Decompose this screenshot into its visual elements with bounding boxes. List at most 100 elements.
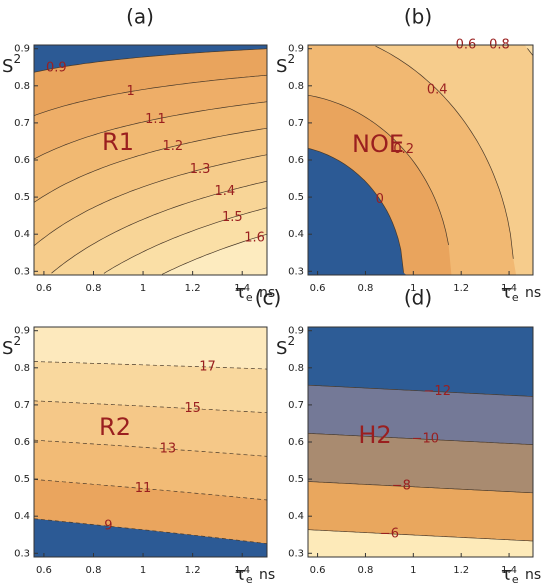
- contour-line: [33, 361, 268, 370]
- contour-line: [527, 48, 534, 56]
- x-label-sub: e: [512, 573, 519, 584]
- y-tick-label: 0.5: [14, 192, 30, 203]
- x-tick-label: 0.8: [86, 283, 102, 294]
- contour-label: 0.2: [393, 142, 414, 157]
- x-axis-label: τe: [235, 564, 253, 584]
- y-label-text: S: [276, 338, 287, 359]
- contour-label: 1.4: [215, 184, 236, 199]
- x-tick-label: 1.4: [501, 283, 517, 294]
- contour-line: [33, 439, 268, 457]
- contour-line: [375, 45, 514, 259]
- x-tick-label: 0.6: [310, 283, 326, 294]
- y-axis-label: S2: [2, 334, 21, 360]
- panel: 00.20.40.6 0.80.6 0.8 1 1.2 1.40.30.40.50.60.…: [276, 38, 541, 305]
- y-label-sup: 2: [13, 334, 21, 348]
- y-tick-label: 0.8: [14, 363, 30, 374]
- contour-label: 15: [184, 401, 201, 416]
- contour-line: [307, 432, 534, 445]
- x-tick-label: 0.8: [357, 283, 373, 294]
- panel-title: (a): [126, 5, 154, 29]
- x-tick-label: 0.6: [36, 283, 52, 294]
- y-tick-label: 0.9: [14, 326, 30, 337]
- contour-label: −6: [380, 526, 399, 541]
- y-tick-label: 0.7: [288, 400, 304, 411]
- x-axis-label: τe: [501, 282, 519, 304]
- contour-label: 1: [127, 84, 135, 99]
- y-tick-label: 0.3: [288, 266, 304, 277]
- panel-label: H2: [358, 421, 391, 449]
- y-tick-label: 0.8: [14, 81, 30, 92]
- contour-line: [33, 400, 268, 414]
- x-tick-label: 0.6: [310, 565, 326, 576]
- y-tick-label: 0.3: [14, 266, 30, 277]
- contour-label: 1.1: [145, 112, 166, 127]
- y-label-sup: 2: [287, 52, 295, 66]
- contour-line: [33, 74, 268, 117]
- contour-label: −10: [412, 432, 439, 447]
- y-tick-label: 0.7: [14, 400, 30, 411]
- panel: 0.9 1 1.1 1.2 1.3 1.4 1.51.6 0.6 0.8 1 1.2 1.4 0.3 0.…: [2, 44, 275, 304]
- y-tick-label: 0.7: [288, 118, 304, 129]
- x-tick-label: 0.8: [357, 565, 373, 576]
- x-tick-label: 0.6: [36, 565, 52, 576]
- panel-label: R2: [99, 413, 131, 441]
- contour-label: −8: [392, 479, 411, 494]
- x-tick-label: 1.4: [234, 565, 250, 576]
- x-tick-label: 1.2: [185, 565, 201, 576]
- contour-label: 0: [376, 192, 384, 207]
- panel-label: R1: [102, 128, 134, 156]
- x-axis-label: τe: [501, 564, 519, 584]
- y-tick-label: 0.4: [14, 511, 30, 522]
- contour-label: 17: [199, 359, 216, 374]
- x-label-sub: e: [512, 291, 519, 304]
- y-tick-label: 0.8: [288, 363, 304, 374]
- contour-line: [51, 180, 268, 274]
- panel-title: (b): [404, 5, 432, 29]
- y-tick-label: 0.9: [288, 326, 304, 337]
- contour-line: [33, 101, 268, 160]
- y-label-text: S: [2, 56, 13, 77]
- contour-line: [33, 48, 268, 73]
- contour-line: [307, 147, 404, 273]
- x-tick-label: 1: [140, 565, 146, 576]
- x-label-text: τ: [235, 282, 246, 303]
- panel: 9 11 13 15 17 0.6 0.8 1 1.2 1.4 0.3 0.4 0.5 0.6 0.7 0.8…: [2, 326, 275, 584]
- contour-line: [307, 481, 534, 494]
- x-tick-label: 1.2: [453, 565, 469, 576]
- contour-line: [307, 94, 449, 246]
- contour-label: 1.6: [244, 231, 265, 246]
- x-tick-label: 1: [140, 283, 146, 294]
- contour-line: [307, 529, 534, 542]
- y-tick-label: 0.5: [288, 192, 304, 203]
- panel: −12 −10 −8 −6 0.6 0.8 1 1.2 1.4 0.3 0.4 0.5 0.6 0.7 0.…: [276, 326, 541, 584]
- y-tick-label: 0.6: [288, 155, 304, 166]
- y-label-sup: 2: [13, 52, 21, 66]
- contour-label: 1.2: [162, 139, 183, 154]
- contour-label: 0.9: [46, 60, 67, 75]
- x-tick-label: 1: [410, 565, 416, 576]
- x-axis-unit: ns: [525, 285, 541, 301]
- band: [308, 148, 533, 275]
- contour-line: [307, 384, 534, 397]
- y-tick-label: 0.5: [288, 474, 304, 485]
- contour-line: [33, 154, 268, 247]
- band: [308, 327, 533, 397]
- x-label-text: τ: [501, 282, 512, 303]
- panel-label: NOE: [352, 130, 404, 158]
- x-label-text: τ: [235, 564, 246, 584]
- y-label-sup: 2: [287, 334, 295, 348]
- x-label-sub: e: [246, 573, 253, 584]
- contour-label: −12: [424, 384, 451, 399]
- y-tick-label: 0.7: [14, 118, 30, 129]
- x-tick-label: 1.2: [453, 283, 469, 294]
- x-axis-label: τe: [235, 282, 253, 304]
- x-tick-label: 1.2: [185, 283, 201, 294]
- contour-label: 11: [135, 481, 152, 496]
- x-tick-label: 1.4: [501, 565, 517, 576]
- panel-title: (c): [255, 286, 282, 310]
- y-tick-label: 0.4: [288, 511, 304, 522]
- y-tick-label: 0.5: [14, 474, 30, 485]
- contour-label: 1.3: [190, 162, 211, 177]
- y-tick-label: 0.9: [14, 44, 30, 55]
- contour-line: [161, 233, 268, 275]
